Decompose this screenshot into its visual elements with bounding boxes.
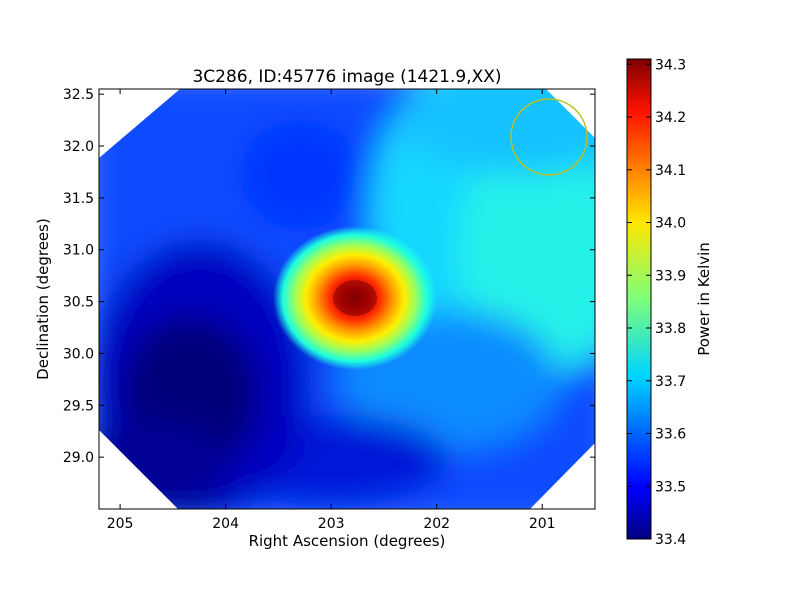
- chart-title: 3C286, ID:45776 image (1421.9,XX): [192, 67, 501, 87]
- x-tick-label: 203: [318, 516, 345, 532]
- colorbar-tick-label: 33.9: [655, 268, 686, 284]
- colorbar-tick-label: 33.6: [655, 427, 686, 443]
- y-axis-label: Declination (degrees): [34, 218, 52, 380]
- colorbar-tick-label: 33.8: [655, 321, 686, 337]
- colorbar-tick-label: 33.4: [655, 532, 686, 548]
- heatmap-image: [99, 89, 595, 509]
- colorbar-tick-label: 34.1: [655, 163, 686, 179]
- y-tick-label: 30.0: [63, 346, 94, 362]
- x-tick-label: 205: [107, 516, 134, 532]
- colorbar-tick-label: 33.5: [655, 479, 686, 495]
- colorbar-tick-label: 34.0: [655, 216, 686, 232]
- y-tick-label: 29.0: [63, 450, 94, 466]
- x-axis-label: Right Ascension (degrees): [249, 532, 446, 550]
- colorbar-tick-label: 34.2: [655, 110, 686, 126]
- colorbar-tick-label: 33.7: [655, 374, 686, 390]
- colorbar-gradient: [626, 58, 652, 540]
- colorbar-ticks: 33.4 33.5 33.6 33.7 33.8 33.9 34.0 34.1 34.2 34.3: [627, 57, 686, 548]
- x-tick-label: 201: [529, 516, 556, 532]
- y-tick-label: 30.5: [63, 295, 94, 311]
- y-tick-label: 32.5: [63, 87, 94, 103]
- beam-circle: [510, 98, 588, 176]
- colorbar: 33.4 33.5 33.6 33.7 33.8 33.9 34.0 34.1 34.2 34.3…: [626, 57, 713, 548]
- y-tick-label: 31.5: [63, 191, 94, 207]
- y-tick-label: 29.5: [63, 398, 94, 414]
- y-axis: 29.0 29.5 30.0 30.5 31.0 31.5 32.0 32.5: [63, 87, 595, 466]
- axes-frame: [98, 88, 596, 510]
- colorbar-label: Power in Kelvin: [695, 242, 713, 356]
- x-tick-label: 202: [423, 516, 450, 532]
- y-tick-label: 32.0: [63, 139, 94, 155]
- x-axis: 205 204 203 202 201: [107, 89, 556, 532]
- x-tick-label: 204: [212, 516, 239, 532]
- colorbar-tick-label: 34.3: [655, 57, 686, 73]
- y-tick-label: 31.0: [63, 243, 94, 259]
